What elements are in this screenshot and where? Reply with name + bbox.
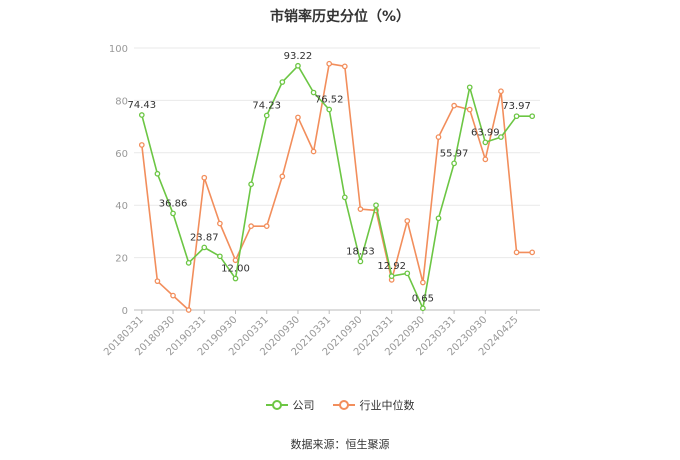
company-point: [279, 79, 286, 85]
industry-point: [529, 249, 536, 256]
company-point: [170, 210, 176, 217]
data-label: 0.65: [412, 293, 434, 304]
industry-point: [279, 173, 286, 180]
industry-point: [326, 60, 333, 67]
industry-point: [185, 307, 192, 313]
data-label: 93.22: [284, 51, 313, 62]
data-label: 55.97: [440, 148, 469, 159]
data-label: 76.52: [315, 95, 344, 106]
company-point: [138, 112, 145, 118]
data-label: 12.00: [221, 264, 250, 275]
company-point: [295, 62, 301, 69]
industry-point: [451, 102, 457, 109]
y-tick-label: 100: [109, 44, 128, 55]
data-label: 74.43: [127, 100, 156, 111]
legend-swatch-company: [265, 400, 288, 410]
company-point: [498, 134, 504, 140]
source-note: 数据来源：恒生聚源: [290, 438, 390, 451]
industry-point: [201, 174, 208, 181]
company-point: [263, 112, 270, 119]
legend-label-industry: 行业中位数: [359, 399, 415, 412]
company-point: [451, 160, 457, 167]
legend-label-company: 公司: [292, 399, 315, 412]
data-label: 63.99: [471, 127, 500, 138]
industry-point: [466, 106, 473, 113]
industry-point: [513, 249, 520, 256]
chart-title: 市销率历史分位（%）: [269, 9, 411, 25]
series-lines: [138, 60, 536, 313]
company-point: [513, 113, 520, 120]
company-point: [357, 258, 364, 265]
industry-point: [295, 114, 301, 121]
industry-point: [482, 156, 489, 163]
y-tick-label: 20: [115, 254, 128, 265]
company-point: [404, 270, 411, 277]
data-label: 73.97: [502, 101, 531, 112]
industry-point: [217, 220, 223, 227]
industry-point: [435, 134, 442, 140]
company-point: [185, 259, 192, 266]
data-label: 23.87: [190, 232, 219, 243]
company-point: [217, 253, 223, 260]
industry-point: [404, 218, 411, 224]
company-point: [482, 139, 489, 146]
industry-point: [357, 206, 364, 212]
company-point: [232, 275, 239, 282]
y-tick-label: 0: [122, 306, 128, 317]
data-label: 12.92: [377, 261, 406, 272]
data-label: 74.23: [252, 101, 281, 112]
industry-point: [170, 292, 176, 299]
y-tick-label: 60: [115, 149, 128, 160]
data-labels: 74.43 36.86 23.87 12.00 74.23 93.22 76.52 18.53…: [127, 51, 530, 305]
industry-point: [420, 279, 426, 286]
company-point: [529, 113, 536, 120]
industry-point: [263, 223, 270, 230]
data-label: 18.53: [346, 246, 375, 257]
company-point: [373, 202, 379, 209]
company-point: [466, 84, 473, 91]
company-point: [435, 215, 442, 222]
industry-point: [498, 88, 504, 95]
industry-point: [232, 257, 239, 264]
data-label: 36.86: [159, 198, 188, 209]
series-line-company: [141, 65, 533, 310]
legend-item-company[interactable]: 公司: [265, 397, 315, 413]
y-tick-label: 80: [115, 96, 128, 107]
industry-point: [154, 278, 161, 285]
y-tick-label: 40: [115, 201, 128, 212]
company-point: [154, 170, 161, 177]
industry-point: [341, 63, 348, 70]
legend: 公司 行业中位数: [0, 397, 680, 413]
company-point: [326, 106, 333, 113]
legend-item-industry[interactable]: 行业中位数: [332, 397, 415, 413]
industry-point: [310, 148, 317, 155]
company-point: [201, 244, 208, 251]
company-point: [248, 181, 254, 188]
company-point: [310, 89, 317, 96]
company-point: [420, 305, 426, 312]
legend-swatch-industry: [332, 400, 355, 410]
industry-point: [138, 142, 145, 148]
company-point: [341, 194, 348, 201]
industry-point: [248, 223, 254, 230]
company-point: [388, 273, 395, 279]
